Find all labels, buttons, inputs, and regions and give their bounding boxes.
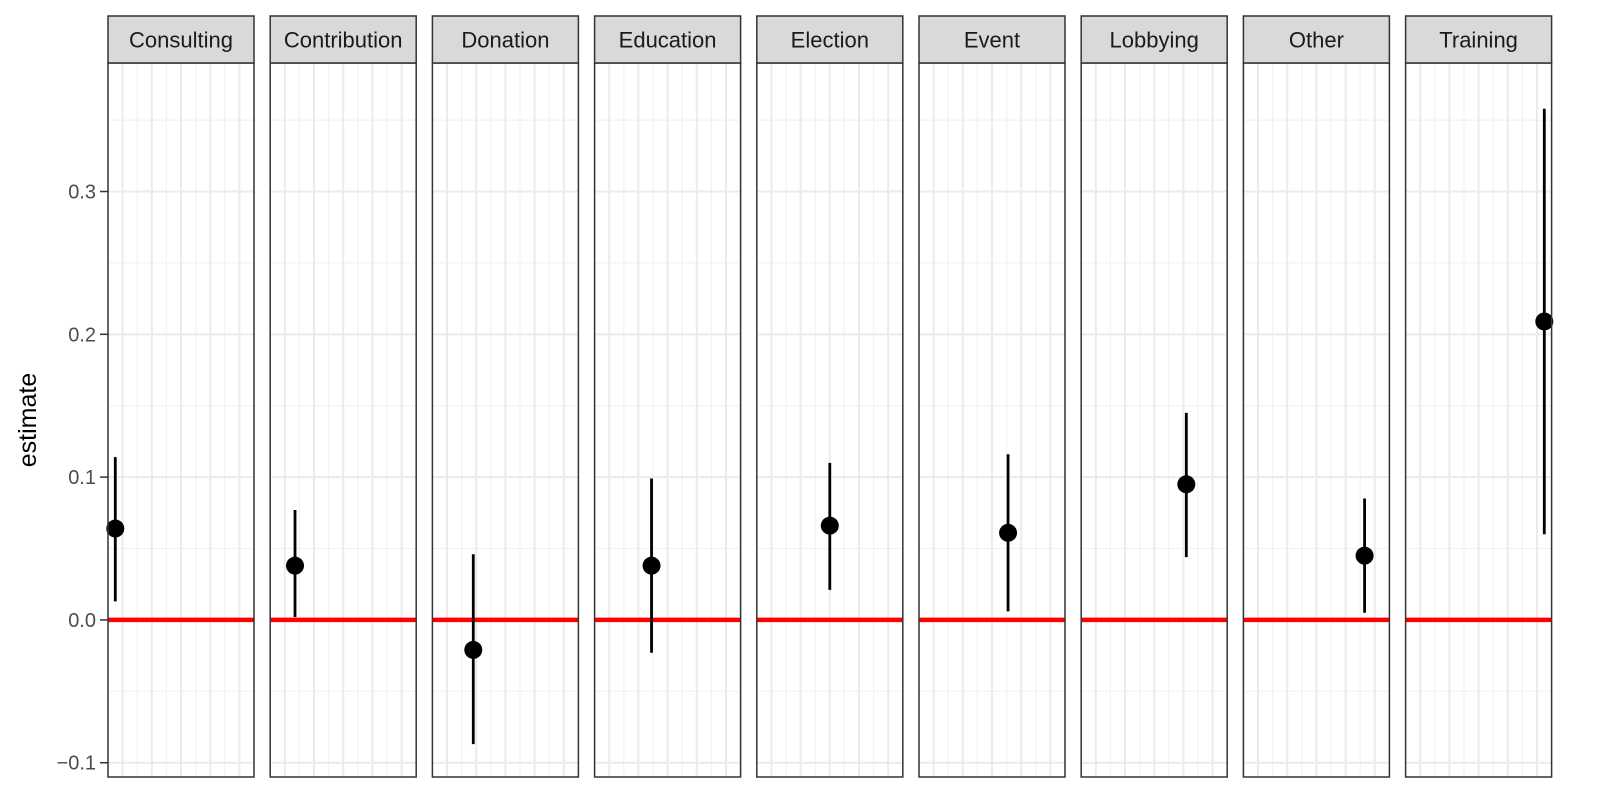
y-tick-label: 0.1 [68,467,96,489]
estimate-point [1177,475,1196,494]
facet-strip [1242,15,1391,64]
estimate-point [106,519,125,538]
facet-strip-label: Other [1289,28,1344,53]
facet-strip [1404,15,1553,64]
y-tick-label: −0.1 [57,753,96,775]
estimate-point [999,523,1018,542]
facet-strip [918,15,1066,64]
estimate-point [1535,312,1554,331]
estimate-point [820,516,839,535]
facet-strip-label: Donation [461,28,549,53]
y-axis-title: estimate [14,373,42,467]
facet-strip [756,15,904,64]
facet-strip [107,15,255,64]
y-tick-label: 0.0 [68,610,96,632]
facet-strip-label: Consulting [129,28,233,53]
facet-strip [593,15,742,64]
facet-strip-label: Training [1439,28,1518,53]
y-tick-label: 0.3 [68,182,96,204]
y-tick-label: 0.2 [68,324,96,346]
facet-strip [431,15,580,64]
facet-strip-label: Education [619,28,717,53]
estimate-point [286,556,305,575]
facet-strip-label: Event [964,28,1020,53]
estimate-point [1355,546,1374,565]
facet-strip-label: Election [791,28,869,53]
facet-strip [269,15,417,64]
estimate-point [464,640,483,659]
facet-strip-label: Lobbying [1110,28,1199,53]
estimate-point [642,556,661,575]
facet-strip-label: Contribution [284,28,403,53]
facet-strip [1080,15,1228,64]
